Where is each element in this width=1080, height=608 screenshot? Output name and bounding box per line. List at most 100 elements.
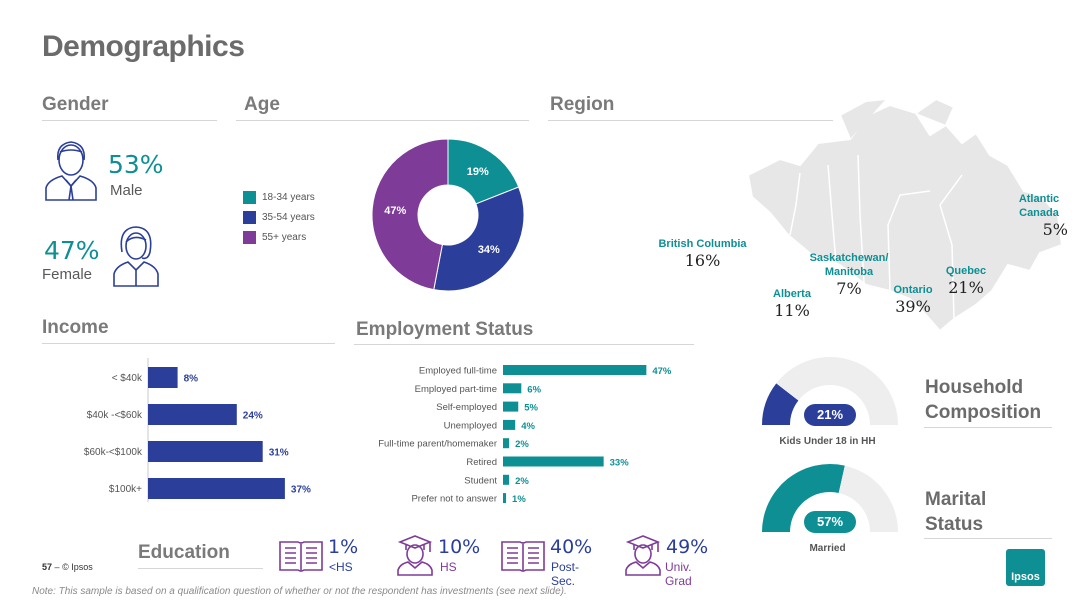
bar-value-label: 2% (515, 439, 529, 450)
category-label: Student (464, 475, 497, 486)
education-percent: 49% (666, 536, 709, 558)
marital-heading: Marital Status (925, 489, 987, 535)
kids-gauge-caption: Kids Under 18 in HH (779, 436, 876, 447)
gender-heading: Gender (42, 94, 109, 115)
region-name: Atlantic Canada (1018, 193, 1060, 219)
bar (503, 493, 507, 504)
employment-heading: Employment Status (356, 319, 534, 340)
category-label: $40k -<$60k (87, 410, 143, 421)
age-slice (447, 138, 520, 205)
education-label: Univ. Grad (665, 560, 692, 588)
region-value: 21% (948, 278, 984, 297)
age-divider (236, 120, 529, 121)
age-slice-label: 19% (467, 166, 489, 178)
bar-value-label: 47% (652, 366, 672, 377)
bar-value-label: 1% (512, 494, 526, 505)
region-value: 16% (684, 251, 721, 270)
bar (503, 456, 604, 467)
book-icon (500, 536, 546, 579)
bar (503, 383, 522, 394)
age-slice-label: 34% (478, 244, 500, 256)
category-label: Self-employed (436, 402, 497, 413)
married-gauge-chart: 57% (762, 464, 898, 533)
canada-map (746, 97, 1064, 333)
region-alberta: Alberta 11% (762, 287, 822, 320)
graduate-icon (396, 534, 434, 581)
legend-label: 55+ years (262, 231, 307, 243)
bar-value-label: 24% (243, 411, 263, 422)
education-label: Post-Sec. (551, 560, 580, 588)
bar (503, 419, 516, 430)
education-heading: Education (138, 542, 230, 563)
male-label: Male (110, 182, 143, 199)
legend-swatch (243, 190, 256, 204)
region-quebec: Quebec 21% (938, 264, 994, 297)
gender-divider (42, 120, 217, 121)
bar-value-label: 6% (527, 384, 541, 395)
bar-value-label: 2% (515, 476, 529, 487)
age-donut-chart: 19% 34% 47% (371, 138, 525, 292)
bar (503, 438, 510, 449)
region-value: 39% (895, 297, 931, 316)
footnote: Note: This sample is based on a qualific… (32, 586, 567, 597)
region-british-columbia: British Columbia 16% (650, 237, 755, 270)
age-legend-item: 18-34 years (243, 187, 315, 207)
age-slice (433, 186, 525, 292)
age-legend-item: 35-54 years (243, 207, 315, 227)
category-label: Prefer not to answer (411, 494, 497, 505)
region-heading: Region (550, 94, 615, 115)
bar-value-label: 33% (610, 458, 630, 469)
income-bar-chart: < $40k 8% $40k -<$60k 24% $60k-<$100k 31% $100… (84, 358, 311, 502)
copyright: © Ipsos (62, 562, 93, 572)
income-heading: Income (42, 317, 109, 338)
bar-value-label: 5% (524, 403, 538, 414)
region-divider (548, 120, 833, 121)
age-slice-label: 47% (384, 205, 406, 217)
book-icon (278, 536, 324, 579)
category-label: < $40k (112, 373, 143, 384)
region-saskatchewan-manitoba: Saskatchewan/ Manitoba 7% (800, 251, 898, 298)
bar-value-label: 4% (521, 421, 535, 432)
gauge-label-pill (804, 511, 856, 533)
bar (148, 404, 237, 425)
legend-label: 35-54 years (262, 211, 315, 223)
gauge-value-label: 57% (817, 514, 843, 529)
marital-divider (924, 538, 1052, 539)
bar-value-label: 31% (269, 448, 289, 459)
female-icon (112, 224, 160, 293)
region-name: Saskatchewan/ Manitoba (809, 252, 889, 278)
age-slice (371, 138, 449, 291)
female-percent: 47% (44, 236, 100, 265)
bar (503, 401, 519, 412)
married-gauge-caption: Married (809, 543, 846, 554)
gauge-value-arc (762, 464, 845, 532)
education-percent: 40% (550, 536, 593, 558)
category-label: Unemployed (444, 420, 497, 431)
bar (503, 474, 510, 485)
employment-divider (354, 344, 694, 345)
education-label: <HS (329, 560, 353, 574)
bar-value-label: 37% (291, 485, 311, 496)
age-legend: 18-34 years 35-54 years 55+ years (243, 187, 315, 247)
region-value: 5% (1042, 220, 1068, 239)
income-divider (42, 343, 335, 344)
bar (148, 367, 178, 388)
ipsos-logo: Ipsos (1006, 549, 1045, 586)
gauge-value-label: 21% (817, 407, 843, 422)
category-label: Retired (466, 457, 497, 468)
footer-separator: – (54, 562, 60, 572)
female-label: Female (42, 266, 93, 283)
page-title: Demographics (42, 30, 245, 63)
bar-value-label: 8% (184, 374, 199, 385)
legend-swatch (243, 230, 256, 244)
legend-swatch (243, 210, 256, 224)
employment-bar-chart: Employed full-time 47% Employed part-time 6… (378, 365, 672, 505)
bar (503, 365, 647, 375)
gauge-value-arc (762, 383, 799, 425)
education-percent: 10% (438, 536, 481, 558)
region-name: British Columbia (658, 238, 747, 250)
gauge-remainder-arc (838, 465, 898, 532)
region-atlantic-canada: Atlantic Canada 5% (1010, 192, 1068, 239)
category-label: $60k-<$100k (84, 447, 143, 458)
graduate-icon (624, 534, 662, 581)
